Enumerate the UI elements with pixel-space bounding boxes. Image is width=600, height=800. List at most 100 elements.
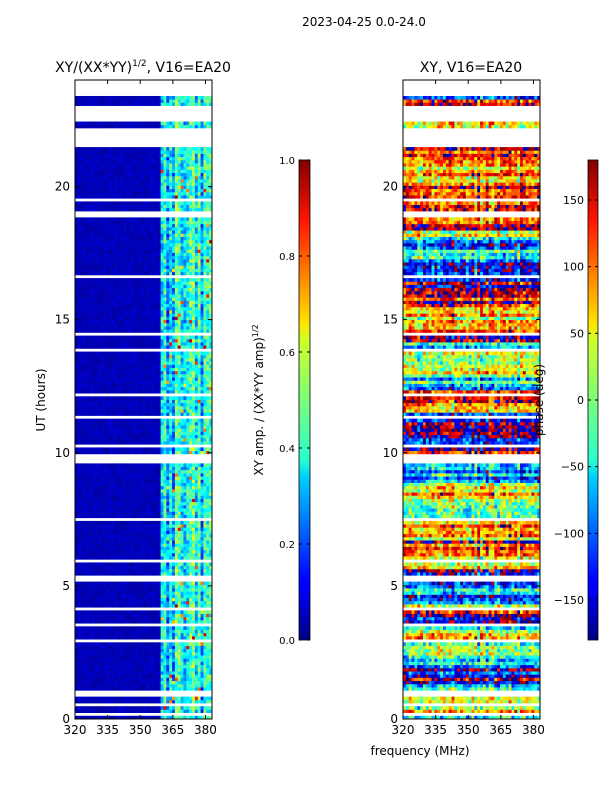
- heatmap-cell: [134, 664, 139, 669]
- heatmap-cell: [97, 645, 102, 650]
- heatmap-cell: [197, 370, 201, 375]
- heatmap-cell: [117, 373, 122, 378]
- heatmap-cell: [92, 386, 96, 391]
- heatmap-cell: [132, 431, 136, 436]
- heatmap-cell: [157, 504, 162, 509]
- heatmap-cell: [206, 645, 210, 650]
- heatmap-cell: [106, 572, 110, 576]
- heatmap-cell: [157, 565, 162, 570]
- heatmap-cell: [86, 687, 90, 691]
- heatmap-cell: [120, 485, 124, 490]
- heatmap-cell: [77, 661, 82, 666]
- heatmap-cell: [137, 472, 142, 477]
- heatmap-cell: [160, 597, 164, 602]
- heatmap-cell: [117, 616, 122, 621]
- heatmap-cell: [109, 603, 113, 608]
- heatmap-cell: [143, 594, 147, 598]
- heatmap-cell: [186, 642, 190, 646]
- heatmap-cell: [94, 629, 99, 634]
- heatmap-cell: [183, 699, 187, 704]
- heatmap-cell: [106, 648, 110, 653]
- heatmap-cell: [172, 492, 176, 496]
- heatmap-cell: [194, 642, 199, 646]
- heatmap-cell: [129, 418, 133, 423]
- heatmap-cell: [186, 552, 190, 557]
- heatmap-cell: [143, 501, 147, 506]
- heatmap-cell: [160, 546, 164, 551]
- heatmap-cell: [160, 504, 164, 509]
- heatmap-cell: [192, 629, 196, 634]
- heatmap-cell: [100, 428, 104, 432]
- heatmap-cell: [94, 671, 99, 675]
- heatmap-cell: [169, 715, 173, 719]
- heatmap-cell: [117, 469, 122, 474]
- heatmap-cell: [183, 597, 187, 602]
- heatmap-cell: [77, 479, 82, 483]
- heatmap-cell: [200, 409, 204, 413]
- heatmap-cell: [86, 597, 90, 602]
- heatmap-cell: [140, 354, 144, 359]
- heatmap-cell: [114, 367, 119, 372]
- heatmap-cell: [152, 364, 156, 368]
- heatmap-cell: [200, 597, 204, 602]
- heatmap-cell: [209, 351, 212, 356]
- heatmap-cell: [106, 642, 110, 646]
- heatmap-cell: [152, 389, 156, 394]
- heatmap-cell: [166, 610, 170, 614]
- heatmap-cell: [97, 351, 102, 356]
- heatmap-cell: [149, 335, 153, 340]
- heatmap-cell: [209, 441, 212, 445]
- heatmap-cell: [192, 485, 196, 490]
- heatmap-cell: [123, 357, 127, 362]
- heatmap-cell: [83, 680, 87, 685]
- heatmap-cell: [160, 396, 164, 400]
- heatmap-cell: [200, 616, 204, 621]
- heatmap-cell: [154, 648, 159, 653]
- heatmap-cell: [140, 383, 144, 388]
- heatmap-cell: [200, 661, 204, 666]
- heatmap-cell: [94, 447, 99, 452]
- heatmap-cell: [152, 466, 156, 471]
- heatmap-cell: [120, 664, 124, 669]
- heatmap-cell: [123, 396, 127, 400]
- heatmap-cell: [112, 677, 116, 682]
- heatmap-cell: [183, 425, 187, 429]
- heatmap-cell: [103, 658, 107, 662]
- heatmap-cell: [123, 664, 127, 669]
- heatmap-cell: [209, 361, 212, 365]
- heatmap-cell: [117, 645, 122, 650]
- heatmap-cell: [192, 431, 196, 436]
- heatmap-cell: [140, 562, 144, 567]
- heatmap-cell: [97, 434, 102, 439]
- heatmap-cell: [172, 588, 176, 592]
- heatmap-cell: [140, 597, 144, 602]
- heatmap-cell: [166, 613, 170, 618]
- heatmap-cell: [197, 642, 201, 646]
- heatmap-cell: [94, 485, 99, 490]
- heatmap-cell: [206, 428, 210, 432]
- heatmap-cell: [163, 345, 167, 349]
- heatmap-cell: [126, 524, 130, 528]
- heatmap-cell: [137, 367, 142, 372]
- heatmap-cell: [194, 632, 199, 637]
- heatmap-cell: [89, 479, 93, 483]
- heatmap-cell: [209, 616, 212, 621]
- heatmap-cell: [114, 527, 119, 531]
- heatmap-cell: [166, 383, 170, 388]
- heatmap-cell: [83, 488, 87, 493]
- heatmap-cell: [140, 619, 144, 624]
- heatmap-cell: [80, 667, 84, 672]
- heatmap-cell: [117, 383, 122, 388]
- heatmap-cell: [189, 335, 193, 340]
- heatmap-cell: [137, 696, 142, 701]
- heatmap-cell: [160, 386, 164, 391]
- heatmap-cell: [206, 536, 210, 541]
- heatmap-cell: [172, 373, 176, 378]
- heatmap-cell: [180, 671, 184, 675]
- heatmap-cell: [126, 431, 130, 436]
- heatmap-cell: [92, 466, 96, 471]
- heatmap-cell: [189, 421, 193, 426]
- heatmap-cell: [106, 479, 110, 483]
- heatmap-cell: [103, 476, 107, 480]
- heatmap-cell: [177, 626, 181, 630]
